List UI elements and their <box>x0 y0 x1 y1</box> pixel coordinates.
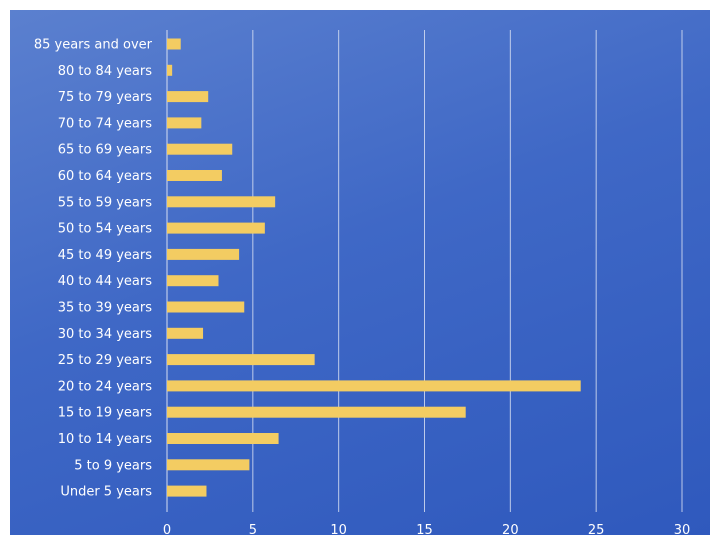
x-tick-label-5: 5 <box>249 523 257 535</box>
category-label: 20 to 24 years <box>58 379 153 394</box>
category-label: 40 to 44 years <box>58 274 153 289</box>
bar-40-to-44-years <box>167 275 219 287</box>
x-tick-label-10: 10 <box>330 523 347 535</box>
category-label: 50 to 54 years <box>58 222 153 237</box>
x-tick-label-20: 20 <box>502 523 519 535</box>
bar-45-to-49-years <box>167 248 240 260</box>
bar-5-to-9-years <box>167 459 250 471</box>
category-label: 85 years and over <box>34 38 153 53</box>
category-label: 15 to 19 years <box>58 406 153 421</box>
bar-15-to-19-years <box>167 406 466 418</box>
category-label: 80 to 84 years <box>58 64 153 79</box>
bar-50-to-54-years <box>167 222 265 234</box>
category-label: 30 to 34 years <box>58 327 153 342</box>
bar-85-years-and-over <box>167 38 181 50</box>
category-label: 45 to 49 years <box>58 248 153 263</box>
bar-55-to-59-years <box>167 196 276 208</box>
x-tick-label-15: 15 <box>416 523 433 535</box>
chart-frame: 0 5 10 15 20 25 30 85 years and over 80 to 84 ye… <box>10 10 710 535</box>
bar-65-to-69-years <box>167 143 233 155</box>
bar-75-to-79-years <box>167 91 209 103</box>
category-label: 35 to 39 years <box>58 301 153 316</box>
bar-20-to-24-years <box>167 380 581 392</box>
x-tick-label-0: 0 <box>163 523 171 535</box>
bar-under-5-years <box>167 485 207 497</box>
category-label: 10 to 14 years <box>58 432 153 447</box>
category-label: 60 to 64 years <box>58 169 153 184</box>
category-label: 70 to 74 years <box>58 116 153 131</box>
bar-30-to-34-years <box>167 327 204 339</box>
bar-80-to-84-years <box>167 64 173 76</box>
bar-70-to-74-years <box>167 117 202 129</box>
age-distribution-bar-chart: 0 5 10 15 20 25 30 85 years and over 80 to 84 ye… <box>34 30 691 535</box>
category-label: 5 to 9 years <box>74 458 152 473</box>
bar-60-to-64-years <box>167 170 222 181</box>
category-label: 65 to 69 years <box>58 143 153 158</box>
category-label: Under 5 years <box>60 485 152 500</box>
bar-35-to-39-years <box>167 301 245 313</box>
category-label: 75 to 79 years <box>58 90 153 105</box>
bar-25-to-29-years <box>167 354 315 366</box>
category-label: 25 to 29 years <box>58 353 153 368</box>
category-label: 55 to 59 years <box>58 195 153 210</box>
bar-10-to-14-years <box>167 433 279 444</box>
x-tick-label-25: 25 <box>588 523 605 535</box>
x-tick-label-30: 30 <box>674 523 691 535</box>
